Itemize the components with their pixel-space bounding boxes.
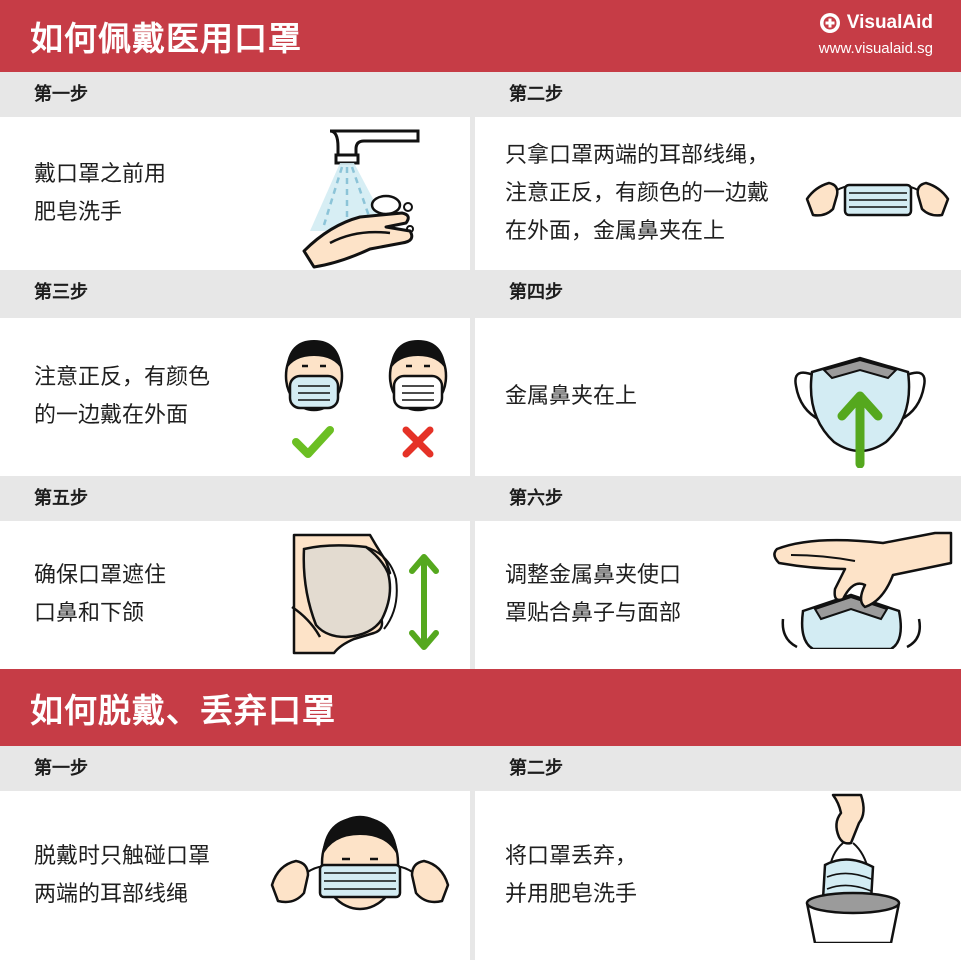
step-panel-hold-straps: 只拿口罩两端的耳部线绳， 注意正反，有颜色的一边戴 在外面，金属鼻夹在上: [475, 117, 961, 270]
step-label-bar: 第六步: [475, 476, 961, 521]
brand-name: VisualAid: [846, 12, 933, 33]
step-label-bar: 第五步: [0, 476, 470, 521]
step-text: 将口罩丢弃， 并用肥皂洗手: [505, 843, 638, 907]
brand-url[interactable]: www.visualaid.sg: [818, 40, 933, 57]
hands-holding-mask-icon: [805, 181, 950, 217]
discard-mask-in-bin-icon: [805, 793, 901, 943]
step-text: 金属鼻夹在上: [505, 384, 638, 409]
step-panel-adjust-clip: 调整金属鼻夹使口 罩贴合鼻子与面部: [475, 521, 961, 669]
step-label-bar: 第二步: [475, 746, 961, 791]
section-header-remove: 如何脱戴、丢弃口罩: [0, 669, 961, 746]
step-label-bar: 第二步: [475, 72, 961, 117]
mask-covering-face-icon: [291, 533, 439, 655]
step-panel-orientation: 注意正反，有颜色 的一边戴在外面: [0, 318, 470, 476]
correct-vs-wrong-mask-icon: [284, 340, 448, 458]
hand-washing-icon: [302, 129, 420, 269]
step-panel-wash: 戴口罩之前用 肥皂洗手: [0, 117, 470, 270]
mask-nose-clip-up-icon: [794, 356, 926, 468]
step-text: 调整金属鼻夹使口 罩贴合鼻子与面部: [505, 563, 682, 626]
step-text: 只拿口罩两端的耳部线绳， 注意正反，有颜色的一边戴 在外面，金属鼻夹在上: [505, 142, 770, 244]
step-panel-cover-face: 确保口罩遮住 口鼻和下颌: [0, 521, 470, 669]
section-header-wear: 如何佩戴医用口罩 VisualAid www.visualaid.sg: [0, 0, 961, 72]
remove-mask-by-straps-icon: [270, 815, 450, 911]
check-icon: [292, 426, 334, 458]
step-panel-remove: 脱戴时只触碰口罩 两端的耳部线绳: [0, 791, 470, 960]
eye-cross-icon: [819, 13, 840, 33]
step-text: 注意正反，有颜色 的一边戴在外面: [34, 365, 211, 428]
step-text: 确保口罩遮住 口鼻和下颌: [34, 563, 167, 626]
section-title: 如何佩戴医用口罩: [30, 19, 302, 58]
correct-face: [284, 340, 344, 412]
section-title: 如何脱戴、丢弃口罩: [30, 690, 336, 730]
step-text: 脱戴时只触碰口罩 两端的耳部线绳: [34, 843, 211, 907]
wrong-face: [388, 340, 448, 412]
step-label-bar: 第一步: [0, 72, 470, 117]
step-label-bar: 第三步: [0, 270, 470, 315]
step-text: 戴口罩之前用 肥皂洗手: [34, 161, 167, 225]
step-label-bar: 第一步: [0, 746, 470, 791]
step-panel-discard: 将口罩丢弃， 并用肥皂洗手: [475, 791, 961, 960]
cross-icon: [402, 426, 434, 458]
step-panel-nose-clip: 金属鼻夹在上: [475, 318, 961, 476]
brand[interactable]: VisualAid www.visualaid.sg: [819, 12, 933, 57]
pinch-nose-clip-icon: [773, 531, 953, 649]
step-label-bar: 第四步: [475, 270, 961, 315]
